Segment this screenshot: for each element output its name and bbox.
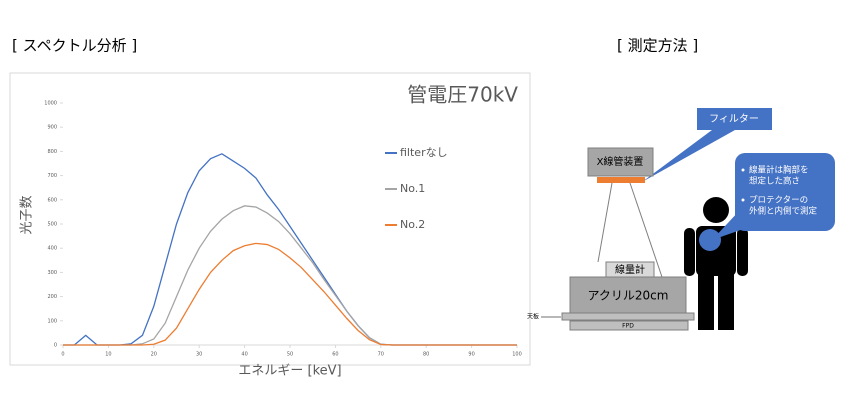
chart-title: 管電圧70kV bbox=[407, 83, 518, 107]
x-tick-label: 100 bbox=[512, 352, 522, 358]
y-tick-label: 200 bbox=[47, 294, 57, 300]
callout-text: フィルター bbox=[709, 113, 759, 125]
section-header: [ 測定方法 ] bbox=[617, 37, 698, 55]
x-tick-label: 60 bbox=[332, 352, 338, 358]
tube-box bbox=[587, 147, 654, 177]
x-tick-label: 10 bbox=[105, 352, 111, 358]
note-line: 外側と内側で測定 bbox=[749, 206, 818, 217]
y-tick-label: 100 bbox=[47, 318, 57, 324]
beam-edge bbox=[597, 182, 613, 263]
y-tick-label: 600 bbox=[47, 197, 57, 203]
legend-entry: No.1 bbox=[400, 182, 425, 195]
x-tick-label: 50 bbox=[287, 352, 293, 358]
x-tick-label: 40 bbox=[241, 352, 247, 358]
note-line: 想定した高さ bbox=[749, 176, 800, 187]
legend-entry: No.2 bbox=[400, 218, 425, 231]
dosimeter-position bbox=[699, 229, 721, 251]
x-tick-label: 0 bbox=[61, 352, 64, 358]
x-tick-label: 20 bbox=[151, 352, 157, 358]
y-tick-label: 1000 bbox=[44, 101, 57, 107]
y-tick-label: 800 bbox=[47, 149, 57, 155]
filter-callout bbox=[697, 108, 772, 130]
acrylic-box bbox=[569, 276, 687, 314]
acrylic-label: アクリル20cm bbox=[588, 289, 669, 303]
x-tick-label: 30 bbox=[196, 352, 202, 358]
y-axis-label: 光子数 bbox=[20, 195, 35, 234]
diagram: フィルター X線管装置 線量計 アクリル20cm FPD 天板 線量計は胸部を想… bbox=[527, 108, 835, 331]
notes-callout bbox=[735, 153, 835, 231]
x-tick-label: 70 bbox=[378, 352, 384, 358]
series-line bbox=[63, 242, 517, 346]
x-tick-label: 80 bbox=[423, 352, 429, 358]
filter bbox=[597, 177, 645, 183]
table-top bbox=[561, 312, 695, 321]
beam-edge bbox=[629, 182, 663, 278]
table-top-label: 天板 bbox=[527, 313, 539, 321]
y-tick-label: 400 bbox=[47, 246, 57, 252]
y-tick-label: 500 bbox=[47, 222, 57, 228]
bullet bbox=[741, 168, 745, 172]
callout-pointer bbox=[642, 130, 735, 182]
y-tick-label: 0 bbox=[54, 343, 57, 349]
y-tick-label: 300 bbox=[47, 270, 57, 276]
dosimeter-label: 線量計 bbox=[615, 263, 645, 276]
x-tick-label: 90 bbox=[468, 352, 474, 358]
note-line: プロテクターの bbox=[749, 196, 808, 206]
x-axis-label: エネルギー [keV] bbox=[238, 364, 341, 379]
legend-entry: filterなし bbox=[400, 146, 448, 159]
bullet bbox=[741, 198, 745, 202]
fpd-label: FPD bbox=[622, 323, 634, 330]
chart-frame bbox=[9, 72, 531, 366]
plot: 0 100 200 300 400 500 600 700 800 900 1000 0 10 20 30 4… bbox=[44, 101, 522, 358]
note-line: 線量計は胸部を bbox=[749, 165, 809, 176]
tube-label: X線管装置 bbox=[597, 155, 644, 168]
section-header: [ スペクトル分析 ] bbox=[12, 37, 137, 55]
y-tick-label: 700 bbox=[47, 173, 57, 179]
y-tick-label: 900 bbox=[47, 125, 57, 131]
fpd-box bbox=[569, 320, 689, 331]
